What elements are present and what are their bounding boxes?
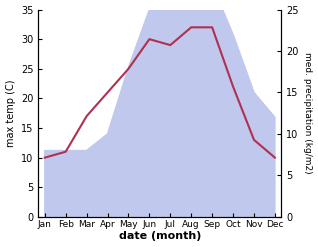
Y-axis label: med. precipitation (kg/m2): med. precipitation (kg/m2) — [303, 52, 313, 174]
X-axis label: date (month): date (month) — [119, 231, 201, 242]
Y-axis label: max temp (C): max temp (C) — [5, 80, 16, 147]
